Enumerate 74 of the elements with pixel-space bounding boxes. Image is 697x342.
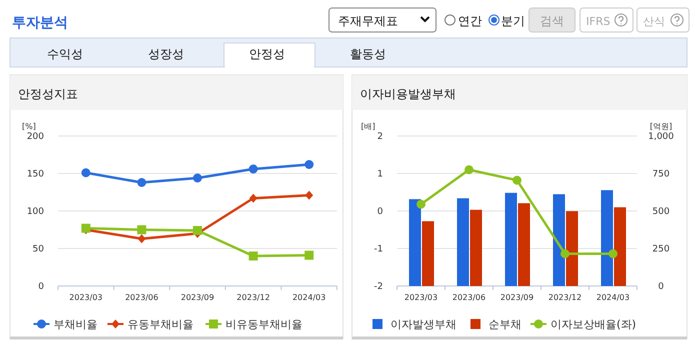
x-tick-label: 2024/03 bbox=[596, 293, 630, 302]
y-tick-label: 100 bbox=[26, 207, 44, 217]
y2-tick-label: 250 bbox=[652, 244, 670, 254]
y-tick-label: 1 bbox=[377, 170, 383, 180]
bar bbox=[470, 210, 482, 286]
legend-label: 이자발생부채 bbox=[390, 318, 456, 331]
bar bbox=[457, 198, 469, 286]
x-tick-label: 2023/09 bbox=[500, 293, 534, 302]
x-tick-label: 2023/06 bbox=[125, 293, 158, 302]
x-tick-label: 2023/09 bbox=[180, 293, 214, 302]
x-tick-label: 2023/03 bbox=[404, 293, 438, 302]
y-tick-label: 2 bbox=[377, 132, 383, 142]
y-tick-label: -1 bbox=[374, 244, 383, 254]
text: 분기 bbox=[501, 14, 525, 28]
bar bbox=[422, 221, 434, 286]
y-axis-title: [%] bbox=[22, 122, 36, 131]
bar bbox=[409, 199, 421, 286]
point bbox=[137, 178, 146, 187]
text: IFRS bbox=[586, 15, 610, 28]
chart-title: 안정성지표 bbox=[18, 87, 78, 101]
point bbox=[193, 226, 202, 235]
text: 활동성 bbox=[350, 47, 386, 61]
x-tick-label: 2024/03 bbox=[292, 293, 326, 302]
legend-label: 유동부채비율 bbox=[128, 318, 194, 331]
point bbox=[608, 249, 618, 258]
y2-axis-title: [억원] bbox=[650, 122, 672, 131]
point bbox=[560, 249, 570, 258]
text: 투자분석 bbox=[12, 15, 68, 31]
bar bbox=[518, 203, 530, 286]
x-tick-label: 2023/03 bbox=[69, 293, 103, 302]
point bbox=[416, 200, 426, 209]
x-tick-label: 2023/12 bbox=[548, 293, 582, 302]
y-tick-label: 150 bbox=[26, 170, 44, 180]
text: 안정성 bbox=[249, 47, 285, 61]
x-tick-label: 2023/12 bbox=[236, 293, 270, 302]
bar bbox=[614, 207, 626, 286]
y-tick-label: 0 bbox=[377, 207, 384, 217]
point bbox=[248, 164, 258, 174]
x-tick-label: 2023/06 bbox=[452, 293, 486, 302]
legend-label: 비유동부채비율 bbox=[226, 318, 302, 331]
bar bbox=[601, 190, 613, 286]
y-tick-label: 200 bbox=[26, 132, 44, 142]
text: 주재무제표 bbox=[338, 14, 398, 28]
legend-label: 이자보상배율(좌) bbox=[550, 318, 636, 331]
y2-tick-label: 500 bbox=[652, 207, 670, 217]
y-tick-label: -2 bbox=[374, 282, 383, 292]
point bbox=[304, 160, 314, 169]
point bbox=[464, 165, 474, 174]
point bbox=[193, 174, 202, 182]
legend-label: 순부채 bbox=[488, 318, 522, 331]
point bbox=[138, 234, 146, 244]
point bbox=[304, 250, 314, 260]
y-tick-label: 50 bbox=[32, 244, 44, 254]
y-axis-title: [배] bbox=[361, 122, 376, 131]
point bbox=[81, 168, 90, 178]
y-tick-label: 0 bbox=[38, 282, 44, 292]
point bbox=[249, 194, 258, 203]
point bbox=[248, 252, 258, 260]
text: 성장성 bbox=[148, 47, 184, 61]
bar bbox=[566, 211, 578, 286]
bar bbox=[505, 192, 517, 286]
point bbox=[512, 176, 522, 185]
y2-tick-label: 0 bbox=[658, 282, 664, 292]
y2-tick-label: 1,000 bbox=[648, 132, 674, 142]
point bbox=[305, 190, 314, 200]
text: 산식 bbox=[643, 15, 665, 28]
point bbox=[137, 225, 146, 234]
bar bbox=[553, 194, 565, 286]
text: 연간 bbox=[458, 14, 482, 28]
chart-title: 이자비용발생부채 bbox=[360, 87, 456, 101]
legend-label: 부채비율 bbox=[54, 318, 98, 331]
text: 검색 bbox=[540, 14, 564, 28]
text: 수익성 bbox=[47, 47, 83, 61]
y2-tick-label: 750 bbox=[652, 170, 670, 180]
